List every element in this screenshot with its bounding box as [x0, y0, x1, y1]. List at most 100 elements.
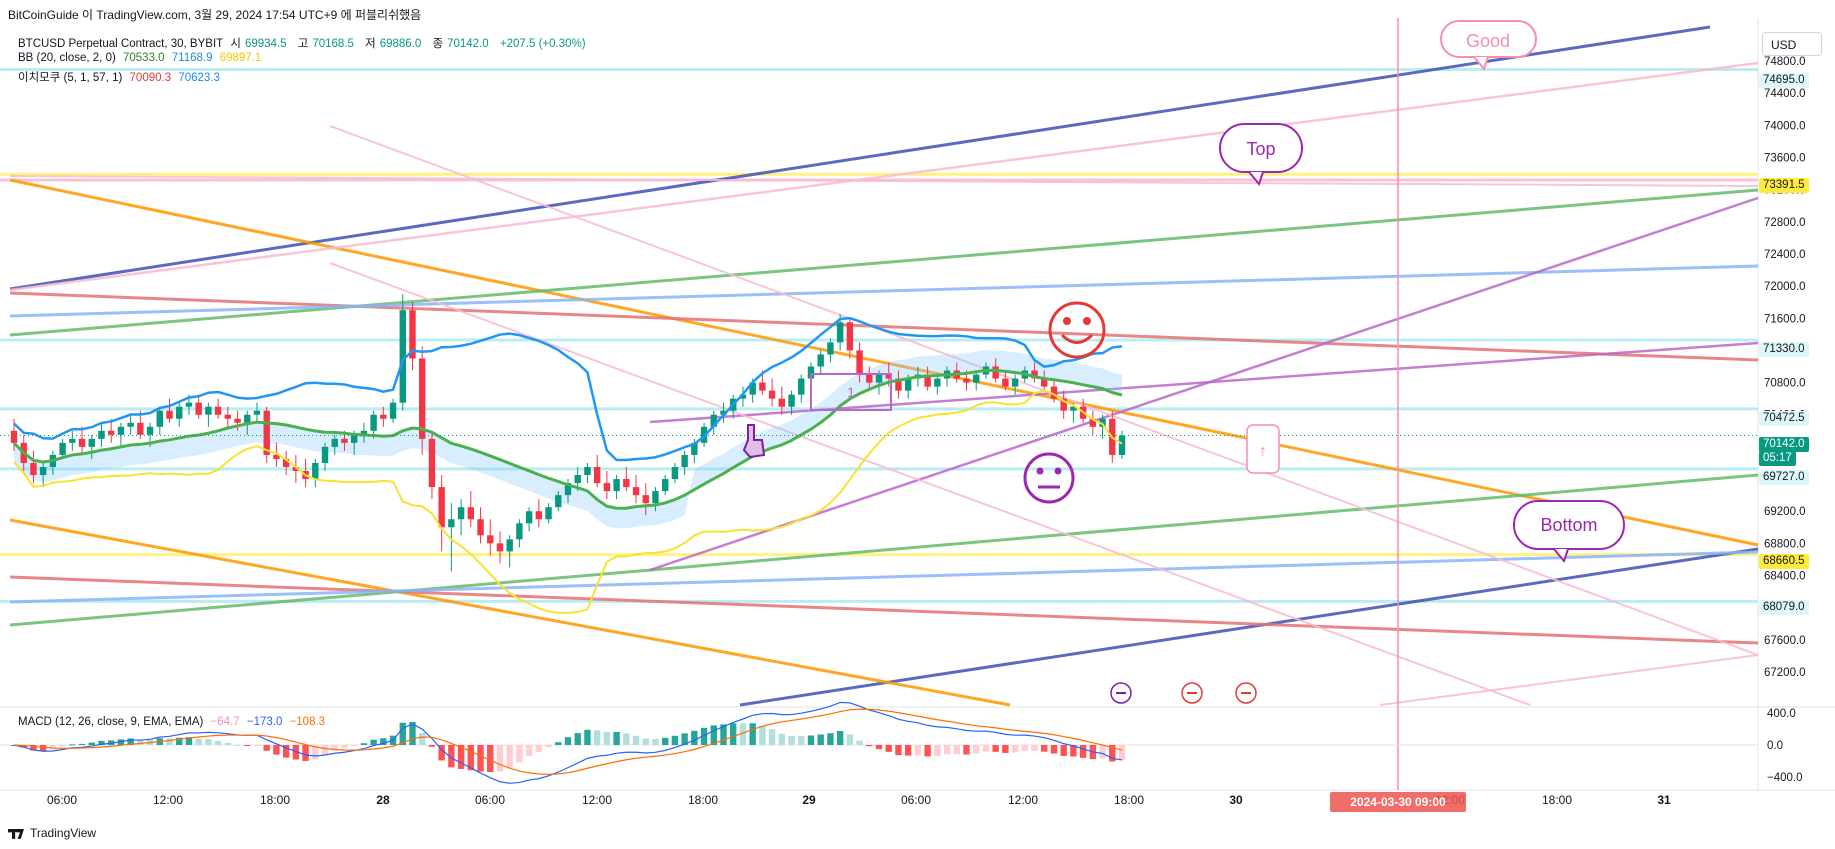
macd-legend-value-1: −64.7 [210, 716, 240, 728]
macd-histogram-bar [963, 745, 970, 755]
smiley-face-mouth [1060, 333, 1094, 344]
macd-histogram-bar [1070, 745, 1077, 757]
candle-body [934, 378, 941, 387]
candle-body [438, 487, 445, 528]
trend-line [739, 547, 1759, 707]
candle-body [681, 454, 688, 467]
candle-body [467, 507, 475, 520]
macd-histogram-bar [973, 745, 980, 754]
macd-histogram-bar [836, 730, 844, 745]
candle-body [205, 406, 212, 415]
macd-histogram-bar [1050, 745, 1058, 754]
candle-body [117, 426, 125, 435]
bb-lower-line [13, 389, 1123, 614]
macd-histogram-bar [642, 738, 649, 745]
macd-histogram-bar [428, 745, 436, 747]
price-axis-tick: 69200.0 [1764, 506, 1806, 518]
candle-body [661, 479, 669, 492]
macd-histogram-bar [244, 745, 251, 746]
macd-histogram-bar [817, 734, 824, 745]
candle-body [846, 322, 854, 351]
trend-line [9, 518, 1011, 707]
macd-histogram-bar [341, 745, 348, 749]
candle-body [282, 458, 290, 467]
macd-histogram-bar [691, 730, 698, 745]
trend-line [329, 262, 1531, 706]
time-axis-tick: 12:00 [582, 793, 612, 807]
trend-line [1379, 654, 1759, 706]
macd-histogram-bar [584, 729, 591, 745]
macd-histogram-bar [516, 745, 523, 763]
symbol-title: BTCUSD Perpetual Contract, 30, BYBIT [18, 38, 224, 50]
macd-histogram-bar [875, 745, 883, 750]
trend-line [9, 188, 1759, 337]
ichimoku-legend[interactable]: 이치모쿠 (5, 1, 57, 1) 70090.3 70623.3 [18, 69, 224, 85]
macd-histogram-bar [176, 737, 183, 745]
bb-legend[interactable]: BB (20, close, 2, 0) 70533.0 71168.9 698… [18, 52, 265, 64]
macd-histogram-bar [282, 745, 290, 758]
macd-histogram-bar [380, 738, 387, 745]
candle-body [807, 366, 815, 379]
good-bubble-tail [1473, 56, 1489, 72]
macd-histogram-bar [720, 724, 727, 745]
arrow-tag-label: ↑ [1259, 443, 1267, 460]
publish-header: BitCoinGuide 이 TradingView.com, 3월 29, 2… [8, 8, 422, 22]
candle-body [836, 322, 844, 343]
candle-body [185, 402, 193, 407]
ichimoku-legend-name: 이치모쿠 (5, 1, 57, 1) [18, 72, 123, 84]
ichimoku-legend-value-1: 70090.3 [129, 72, 172, 84]
candle-body [98, 430, 105, 439]
macd-histogram-bar [623, 733, 630, 745]
candle-body [613, 479, 620, 492]
macd-histogram-bar [798, 736, 805, 745]
macd-histogram-bar [866, 745, 873, 747]
price-axis-tick: 72800.0 [1764, 217, 1806, 229]
macd-histogram-bar [292, 745, 300, 760]
top-bubble-tail [1248, 171, 1264, 187]
macd-histogram-bar [943, 745, 951, 755]
candle-body [1002, 378, 1009, 387]
neutral-face-eye [1054, 467, 1062, 475]
candle-body [652, 491, 659, 504]
time-axis-tick: 18:00 [688, 793, 718, 807]
candle-body [350, 434, 358, 443]
candle-body [720, 410, 727, 415]
time-axis-tick: 12:00 [1008, 793, 1038, 807]
candle-body [1118, 435, 1126, 455]
currency-button[interactable]: USD [1762, 32, 1822, 56]
trend-line [649, 196, 1759, 572]
macd-line [13, 701, 1123, 784]
candle-body [545, 507, 552, 520]
candle-body [535, 511, 543, 520]
trend-line [9, 61, 1759, 292]
macd-histogram-bar [535, 745, 543, 753]
macd-histogram-bar [953, 745, 960, 755]
macd-histogram-bar [360, 743, 368, 745]
macd-histogram-bar [730, 723, 737, 745]
symbol-legend[interactable]: BTCUSD Perpetual Contract, 30, BYBIT 시 69… [18, 35, 590, 51]
price-axis-tick: 74800.0 [1764, 56, 1806, 68]
macd-histogram-bar [448, 745, 455, 768]
candle-body [632, 487, 640, 496]
macd-histogram-bar [555, 742, 562, 745]
macd-histogram-bar [661, 737, 669, 745]
price-axis-tick: 73600.0 [1764, 152, 1806, 164]
price-tag: 70472.5 [1759, 411, 1809, 426]
bb-upper-line [13, 316, 1123, 462]
macd-legend[interactable]: MACD (12, 26, close, 9, EMA, EMA) −64.7 … [18, 716, 329, 728]
pointing-hand-shape [742, 424, 766, 459]
macd-histogram-bar [593, 730, 601, 745]
macd-histogram-bar [487, 745, 494, 773]
ohlc-low: 저 69886.0 [365, 38, 422, 50]
smiley-face-outline [1048, 301, 1106, 359]
candle-body [691, 442, 698, 455]
macd-histogram-bar [914, 745, 922, 756]
candle-body [477, 519, 484, 536]
macd-histogram-bar [39, 745, 47, 752]
macd-axis-tick: 0.0 [1767, 740, 1783, 752]
macd-histogram-bar [1011, 745, 1019, 753]
macd-histogram-bar [457, 745, 465, 769]
candle-body [331, 438, 338, 447]
